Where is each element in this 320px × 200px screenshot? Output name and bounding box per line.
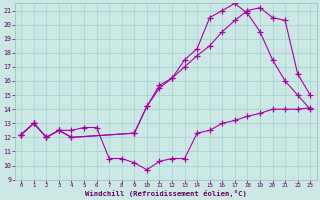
X-axis label: Windchill (Refroidissement éolien,°C): Windchill (Refroidissement éolien,°C) [85,190,247,197]
